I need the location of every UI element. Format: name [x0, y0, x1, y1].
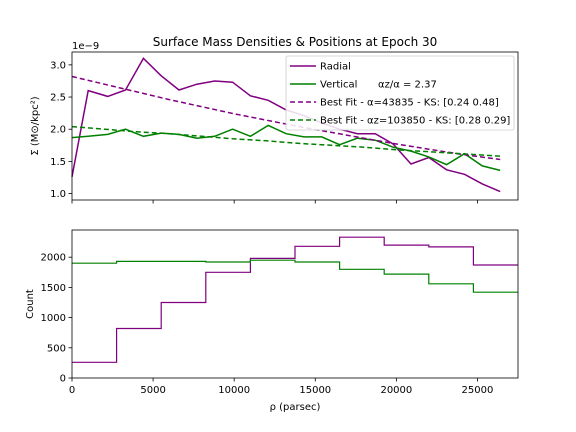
legend-label-3: Best Fit - αz=103850 - KS: [0.28 0.29]: [320, 116, 510, 127]
histogram-x-label: ρ (parsec): [270, 402, 321, 413]
legend-label-0: Radial: [320, 62, 351, 73]
histogram-y-tick-label: 2000: [41, 253, 66, 264]
histogram-y-label: Count: [25, 289, 36, 319]
histogram-x-tick-label: 20000: [380, 385, 412, 396]
density-series-1: [71, 124, 501, 172]
legend-frame: [285, 55, 515, 131]
y-offset-text: 1e−9: [72, 41, 99, 52]
legend-label-1: Vertical: [320, 80, 357, 91]
histogram-x-tick-label: 0: [69, 385, 75, 396]
figure-title: Surface Mass Densities & Positions at Ep…: [153, 35, 438, 49]
histogram-plot-frame: [71, 229, 519, 379]
density-legend: Radial Vertical αz/α = 2.37 Best Fit - α=43…: [285, 55, 515, 131]
density-series-3: [71, 125, 501, 157]
histogram-x-tick-label: 25000: [462, 385, 494, 396]
density-series-2: [71, 75, 501, 161]
density-y-tick-label: 1.5: [50, 157, 66, 168]
density-y-tick-label: 2.0: [50, 125, 66, 136]
histogram-x-tick-label: 15000: [299, 385, 331, 396]
histogram-x-tick-label: 10000: [218, 385, 250, 396]
legend-label-2: Best Fit - α=43835 - KS: [0.24 0.48]: [320, 98, 499, 109]
density-y-label: Σ (M⊙/kpc²): [30, 96, 41, 155]
legend-extra-1: αz/α = 2.37: [378, 80, 437, 91]
density-plot: 1.0 1.5 2.0 2.5 3.0 Σ (M⊙/kpc²) Radial Vertic…: [30, 51, 519, 204]
histogram-y-tick-label: 1000: [41, 313, 66, 324]
histogram-y-tick-label: 1500: [41, 283, 66, 294]
histogram-series-group: [72, 236, 518, 363]
count-histogram: 0 500 1000 1500 2000 0 5000 10000 15000 20000 250…: [25, 229, 519, 413]
density-plot-frame: [71, 51, 519, 201]
density-y-tick-label: 2.5: [50, 93, 66, 104]
density-x-ticks: [71, 200, 478, 204]
histogram-y-tick-label: 500: [47, 343, 66, 354]
density-y-ticks: 1.0 1.5 2.0 2.5 3.0: [50, 60, 72, 200]
density-y-tick-label: 1.0: [50, 189, 66, 200]
histogram-y-ticks: 0 500 1000 1500 2000: [41, 253, 72, 385]
histogram-x-ticks: 0 5000 10000 15000 20000 25000: [69, 378, 494, 396]
histogram-x-tick-label: 5000: [140, 385, 165, 396]
histogram-series-1: [72, 259, 518, 293]
density-y-tick-label: 3.0: [50, 60, 66, 71]
histogram-y-tick-label: 0: [60, 374, 66, 385]
histogram-series-0: [72, 236, 518, 363]
